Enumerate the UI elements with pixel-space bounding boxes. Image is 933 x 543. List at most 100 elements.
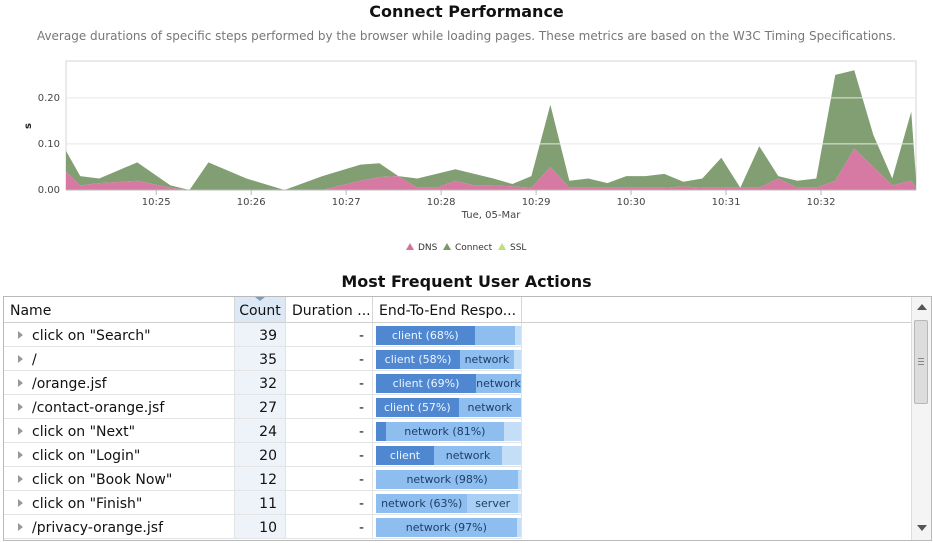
end-to-end-cell: network (97%) [373, 515, 522, 539]
end-to-end-cell: client (57%) network [373, 395, 522, 419]
network-segment: network (97%) [376, 518, 517, 537]
end-to-end-bar: client (57%) network [376, 398, 521, 417]
legend-label-connect: Connect [455, 243, 493, 253]
x-tick-label: 10:25 [142, 197, 171, 208]
action-name: / [32, 352, 37, 368]
end-to-end-cell: client (69%) network [373, 371, 522, 395]
action-count: 27 [235, 395, 286, 419]
table-row[interactable]: / 35- client (58%) network [4, 347, 911, 371]
action-name: click on "Login" [32, 448, 141, 464]
end-to-end-bar: network (97%) [376, 518, 521, 537]
table-row[interactable]: click on "Search" 39- client (68%) [4, 323, 911, 347]
column-header-count[interactable]: Count [235, 297, 286, 322]
vertical-scrollbar[interactable] [911, 297, 931, 540]
x-tick-label: 10:29 [522, 197, 551, 208]
column-header-name[interactable]: Name [4, 297, 235, 322]
client-segment: client [376, 446, 434, 465]
end-to-end-bar: client (69%) network [376, 374, 521, 393]
expand-triangle-icon[interactable] [18, 451, 23, 459]
end-to-end-bar: client (68%) [376, 326, 521, 345]
x-tick-label: 10:31 [712, 197, 741, 208]
end-to-end-bar: network (98%) [376, 470, 521, 489]
action-count: 10 [235, 515, 286, 539]
table-row[interactable]: click on "Finish" 11- network (63%) server [4, 491, 911, 515]
action-name-cell: click on "Book Now" [4, 467, 235, 491]
action-duration: - [286, 491, 373, 515]
expand-triangle-icon[interactable] [18, 331, 23, 339]
network-segment: network [434, 446, 503, 465]
end-to-end-bar: client (58%) network [376, 350, 521, 369]
plot-area [65, 60, 917, 191]
y-axis-label: s [23, 123, 34, 129]
action-name-cell: click on "Finish" [4, 491, 235, 515]
action-duration: - [286, 371, 373, 395]
scrollbar-thumb[interactable] [914, 320, 928, 404]
table-row[interactable]: click on "Login" 20- client network [4, 443, 911, 467]
legend-marker-dns [406, 243, 414, 250]
action-name: click on "Finish" [32, 496, 143, 512]
action-name-cell: /privacy-orange.jsf [4, 515, 235, 539]
table-row[interactable]: /contact-orange.jsf 27- client (57%) networ… [4, 395, 911, 419]
action-name: click on "Next" [32, 424, 136, 440]
network-segment: network (81%) [386, 422, 504, 441]
table-header: Name Count Duration ... End-To-End Respo… [4, 297, 911, 323]
table-row[interactable]: /orange.jsf 32- client (69%) network [4, 371, 911, 395]
sort-descending-icon [255, 297, 265, 301]
server-segment: server [467, 494, 519, 513]
expand-triangle-icon[interactable] [18, 499, 23, 507]
y-tick-label: 0.00 [38, 185, 60, 196]
network-segment [474, 326, 516, 345]
action-name: click on "Search" [32, 328, 151, 344]
action-duration: - [286, 323, 373, 347]
table-row[interactable]: /privacy-orange.jsf 10- network (97%) [4, 515, 911, 539]
column-header-end-to-end[interactable]: End-To-End Respo... [373, 297, 522, 322]
area-series-dns [66, 148, 916, 190]
thumb-grip-line [918, 361, 924, 362]
legend-marker-ssl [498, 243, 506, 250]
x-tick-label: 10:32 [807, 197, 836, 208]
x-axis-label: Tue, 05-Mar [461, 210, 522, 221]
action-name-cell: click on "Search" [4, 323, 235, 347]
network-segment: network (98%) [376, 470, 519, 489]
table-row[interactable]: click on "Next" 24- network (81%) [4, 419, 911, 443]
column-header-count-label: Count [239, 303, 281, 319]
y-tick-label: 0.20 [38, 93, 60, 104]
user-actions-table: Name Count Duration ... End-To-End Respo… [3, 296, 932, 541]
column-header-duration[interactable]: Duration ... [286, 297, 373, 322]
expand-triangle-icon[interactable] [18, 427, 23, 435]
x-tick-label: 10:30 [617, 197, 646, 208]
y-tick-label: 0.10 [38, 139, 60, 150]
action-name: /privacy-orange.jsf [32, 520, 163, 536]
action-count: 32 [235, 371, 286, 395]
end-to-end-bar: network (63%) server [376, 494, 521, 513]
action-count: 39 [235, 323, 286, 347]
thumb-grip-line [918, 364, 924, 365]
action-duration: - [286, 347, 373, 371]
expand-triangle-icon[interactable] [18, 523, 23, 531]
expand-triangle-icon[interactable] [18, 475, 23, 483]
client-segment: client (58%) [376, 350, 461, 369]
x-tick-label: 10:27 [332, 197, 361, 208]
legend-label-ssl: SSL [510, 243, 526, 253]
end-to-end-cell: network (81%) [373, 419, 522, 443]
table-row[interactable]: click on "Book Now" 12- network (98%) [4, 467, 911, 491]
connect-performance-chart: 0.00 0.10 0.20 10:25 10:26 10:27 10:28 10:29 10:… [23, 60, 917, 253]
end-to-end-cell: client (58%) network [373, 347, 522, 371]
scroll-up-arrow-icon[interactable] [917, 304, 927, 310]
expand-triangle-icon[interactable] [18, 403, 23, 411]
end-to-end-cell: network (63%) server [373, 491, 522, 515]
user-actions-title: Most Frequent User Actions [341, 272, 592, 291]
action-duration: - [286, 395, 373, 419]
end-to-end-bar: client network [376, 446, 521, 465]
client-segment [376, 422, 387, 441]
expand-triangle-icon[interactable] [18, 355, 23, 363]
action-duration: - [286, 443, 373, 467]
expand-triangle-icon[interactable] [18, 379, 23, 387]
client-segment: client (68%) [376, 326, 475, 345]
x-tick-label: 10:26 [237, 197, 266, 208]
network-segment: network [460, 350, 514, 369]
action-count: 35 [235, 347, 286, 371]
legend-marker-connect [443, 243, 451, 250]
end-to-end-cell: network (98%) [373, 467, 522, 491]
scroll-down-arrow-icon[interactable] [917, 525, 927, 531]
